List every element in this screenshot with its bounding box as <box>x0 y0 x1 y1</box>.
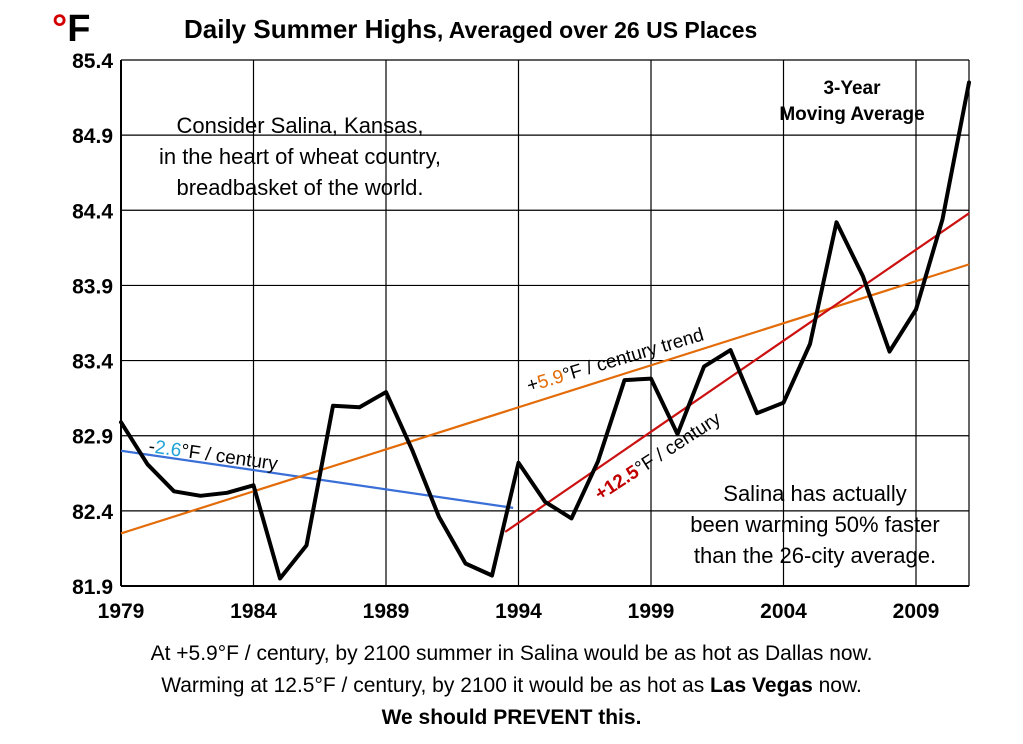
x-tick-label: 1989 <box>363 600 410 623</box>
moving-average-label: 3-Year Moving Average <box>752 76 952 128</box>
unit-label: °F <box>52 8 90 51</box>
trend-line <box>504 212 970 533</box>
left-annotation: Consider Salina, Kansas, in the heart of… <box>100 110 500 203</box>
chart-title-rest: , Averaged over 26 US Places <box>436 17 758 43</box>
footer-line-2-emphasis: Las Vegas <box>710 674 813 697</box>
y-tick-label: 83.9 <box>72 275 113 298</box>
trend-unit: °F / century <box>180 441 280 475</box>
moving-average-line: 3-Year <box>823 78 881 99</box>
footer-line-1: At +5.9°F / century, by 2100 summer in S… <box>150 642 873 665</box>
y-tick-label: 81.9 <box>72 576 113 599</box>
x-tick-label: 1999 <box>628 600 675 623</box>
tick-labels: 1979 1984 1989 1994 1999 2004 2009 81.9 82.4 82.9… <box>72 50 939 623</box>
trend-unit: °F / century <box>632 408 725 479</box>
y-tick-label: 85.4 <box>72 50 113 73</box>
right-annotation-line: been warming 50% faster <box>690 512 940 537</box>
right-annotation-line: Salina has actually <box>723 481 907 506</box>
trend-value: 2.6 <box>154 437 183 461</box>
y-tick-label: 83.4 <box>72 351 113 374</box>
footer-line-3: We should PREVENT this. <box>0 702 1023 734</box>
right-annotation-line: than the 26-city average. <box>693 543 937 568</box>
y-tick-label: 82.9 <box>72 426 113 449</box>
x-tick-label: 2004 <box>760 600 807 623</box>
left-annotation-line: Consider Salina, Kansas, <box>176 113 424 138</box>
chart-title-main: Daily Summer Highs <box>184 14 437 44</box>
chart-title: Daily Summer Highs, Averaged over 26 US … <box>184 14 757 45</box>
footer-line-2-start: Warming at 12.5°F / century, by 2100 it … <box>161 674 711 697</box>
x-tick-label: 2009 <box>893 600 940 623</box>
grid <box>120 59 970 587</box>
degree-mark: ° <box>52 8 68 50</box>
y-tick-label: 84.4 <box>72 200 113 223</box>
footer-line-2-end: now. <box>812 674 862 697</box>
x-tick-label: 1984 <box>230 600 277 623</box>
right-annotation: Salina has actually been warming 50% fas… <box>650 478 980 571</box>
trend-label-negative: -2.6°F / century <box>147 436 279 475</box>
moving-average-line: Moving Average <box>779 104 925 125</box>
footer-caption: At +5.9°F / century, by 2100 summer in S… <box>0 638 1023 734</box>
footer-call-to-action: We should PREVENT this. <box>381 706 642 729</box>
y-tick-label: 82.4 <box>72 501 113 524</box>
y-tick-label: 84.9 <box>72 125 113 148</box>
x-tick-label: 1994 <box>495 600 542 623</box>
unit-letter: F <box>67 8 91 50</box>
trend-labels: -2.6°F / century +5.9°F / century trend … <box>147 325 725 506</box>
series-lines <box>119 80 971 581</box>
left-annotation-line: in the heart of wheat country, <box>158 144 442 169</box>
x-tick-label: 1979 <box>98 600 145 623</box>
series-line-moving-average <box>119 80 971 581</box>
left-annotation-line: breadbasket of the world. <box>176 175 424 200</box>
footer-line-2: Warming at 12.5°F / century, by 2100 it … <box>0 670 1023 702</box>
trend-sign: - <box>147 436 156 458</box>
